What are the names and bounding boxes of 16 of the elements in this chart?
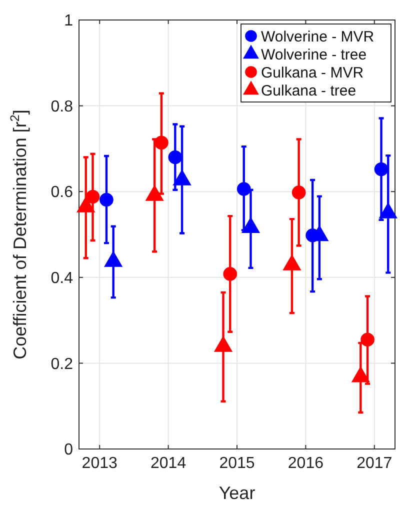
- legend-label: Gulkana - tree: [261, 82, 356, 100]
- x-tick-label: 2015: [219, 455, 255, 472]
- y-tick-label: 1: [64, 12, 74, 30]
- y-tick-label: 0: [64, 442, 74, 459]
- legend-label: Gulkana - MVR: [261, 64, 364, 82]
- y-tick-label: 0.6: [50, 184, 74, 202]
- y-tick-label: 0.8: [50, 98, 74, 116]
- x-tick-label: 2013: [82, 455, 118, 472]
- x-tick-label: 2017: [356, 455, 392, 472]
- y-tick-label: 0.2: [50, 356, 74, 373]
- legend-label: Wolverine - MVR: [261, 28, 374, 46]
- x-tick-label: 2014: [150, 455, 186, 472]
- legend-label: Wolverine - tree: [261, 46, 367, 64]
- x-tick-label: 2016: [288, 455, 324, 472]
- y-tick-label: 0.4: [50, 270, 74, 287]
- x-axis-title: Year: [218, 483, 256, 503]
